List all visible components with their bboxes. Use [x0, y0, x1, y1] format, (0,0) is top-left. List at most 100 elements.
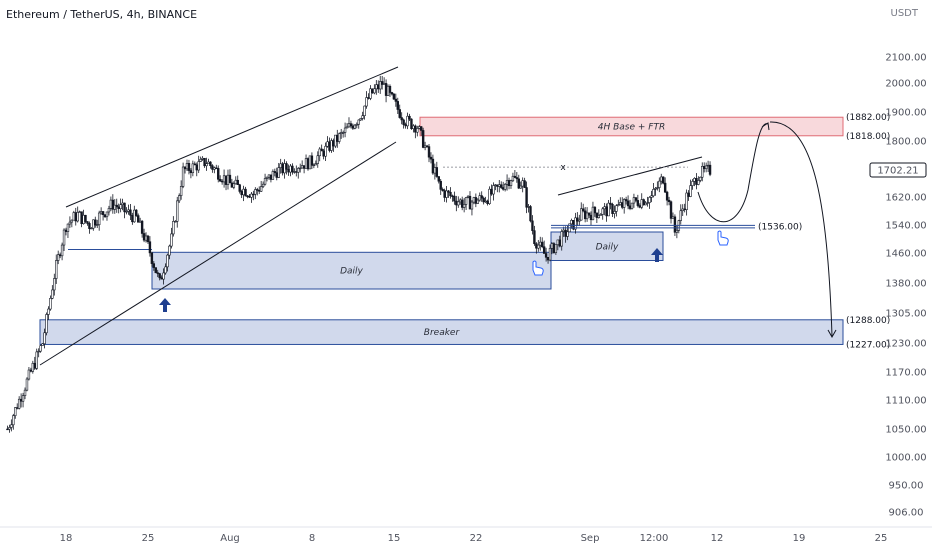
- candle-down: [291, 165, 294, 173]
- candle-down: [258, 190, 261, 192]
- candle-down: [425, 145, 429, 147]
- candle-up: [597, 215, 601, 218]
- candle-down: [636, 200, 640, 206]
- candle-up: [82, 214, 85, 225]
- candle-up: [652, 189, 655, 197]
- candle-down: [131, 214, 134, 223]
- y-tick-label: 1170.00: [885, 368, 926, 379]
- candle-down: [244, 188, 247, 197]
- candle-up: [412, 125, 415, 129]
- zone-bottom-price: (1227.00): [846, 340, 890, 350]
- candle-up: [656, 187, 659, 189]
- candle-down: [576, 217, 579, 222]
- candle-up: [357, 119, 360, 125]
- candle-up: [658, 180, 661, 188]
- candle-up: [406, 115, 409, 127]
- y-tick-label: 1050.00: [885, 425, 926, 436]
- candle-down: [183, 166, 187, 170]
- last-price-label: 1702.21: [877, 166, 918, 177]
- dotted-level-label: x: [560, 163, 566, 173]
- candle-down: [111, 199, 115, 210]
- candle-up: [53, 278, 56, 291]
- candle-up: [23, 389, 27, 396]
- candle-down: [322, 150, 325, 157]
- candle-down: [542, 246, 546, 254]
- candle-up: [599, 214, 602, 216]
- candle-up: [14, 407, 17, 416]
- candle-up: [168, 245, 171, 256]
- candle-up: [591, 206, 595, 221]
- candle-down: [523, 180, 526, 188]
- candle-down: [429, 156, 433, 160]
- candle-up: [373, 88, 376, 94]
- candle-down: [33, 362, 36, 369]
- candle-up: [254, 189, 257, 195]
- candle-up: [27, 369, 31, 380]
- candle-down: [388, 85, 392, 93]
- candle-down: [642, 199, 645, 206]
- candle-up: [650, 195, 653, 198]
- candle-up: [92, 219, 95, 229]
- candle-up: [509, 180, 513, 187]
- candle-up: [324, 145, 327, 157]
- candle-up: [562, 229, 565, 232]
- candle-up: [382, 83, 386, 85]
- candle-up: [654, 188, 657, 190]
- candle-up: [607, 202, 610, 217]
- candle-up: [386, 85, 390, 96]
- y-tick-label: 1460.00: [885, 249, 926, 260]
- candle-down: [437, 176, 440, 182]
- candle-up: [43, 332, 46, 345]
- candle-down: [209, 161, 212, 166]
- candle-up: [585, 212, 589, 220]
- candle-down: [394, 98, 398, 102]
- candle-up: [179, 186, 183, 196]
- candle-down: [398, 109, 401, 118]
- candle-down: [377, 84, 380, 90]
- candle-down: [349, 123, 353, 127]
- candle-down: [621, 202, 624, 208]
- candle-up: [416, 128, 419, 133]
- candle-up: [470, 201, 474, 210]
- candle-up: [361, 115, 364, 119]
- candle-down: [123, 202, 126, 213]
- candle-down: [400, 117, 403, 121]
- candle-down: [634, 197, 638, 201]
- y-tick-label: 1800.00: [885, 137, 926, 148]
- candle-down: [154, 267, 157, 274]
- candle-down: [667, 199, 671, 203]
- candle-down: [158, 273, 161, 279]
- candle-down: [19, 398, 23, 402]
- candle-down: [533, 230, 536, 245]
- y-tick-label: 1900.00: [885, 108, 926, 119]
- candle-up: [31, 362, 35, 372]
- candle-up: [556, 239, 560, 246]
- candle-up: [699, 176, 702, 181]
- candle-down: [6, 428, 9, 431]
- candle-up: [174, 221, 177, 223]
- candle-down: [273, 171, 277, 173]
- y-tick-label: 906.00: [889, 508, 924, 519]
- candle-down: [702, 166, 706, 170]
- candle-up: [675, 230, 679, 233]
- candle-down: [58, 254, 62, 257]
- wedge-upper-line: [557, 156, 703, 196]
- candle-down: [663, 182, 667, 193]
- candle-down: [583, 210, 587, 220]
- candle-up: [133, 209, 136, 223]
- candle-down: [605, 206, 608, 217]
- candle-up: [205, 163, 208, 167]
- candle-up: [107, 208, 111, 213]
- candle-up: [503, 183, 507, 190]
- y-tick-label: 1110.00: [885, 396, 926, 407]
- candle-up: [341, 132, 345, 134]
- candle-down: [220, 180, 224, 183]
- candle-up: [539, 241, 542, 246]
- candle-up: [365, 97, 368, 107]
- candle-up: [570, 219, 573, 225]
- candle-down: [525, 187, 528, 208]
- candle-down: [593, 206, 597, 214]
- candle-up: [35, 351, 38, 369]
- candle-up: [72, 212, 76, 221]
